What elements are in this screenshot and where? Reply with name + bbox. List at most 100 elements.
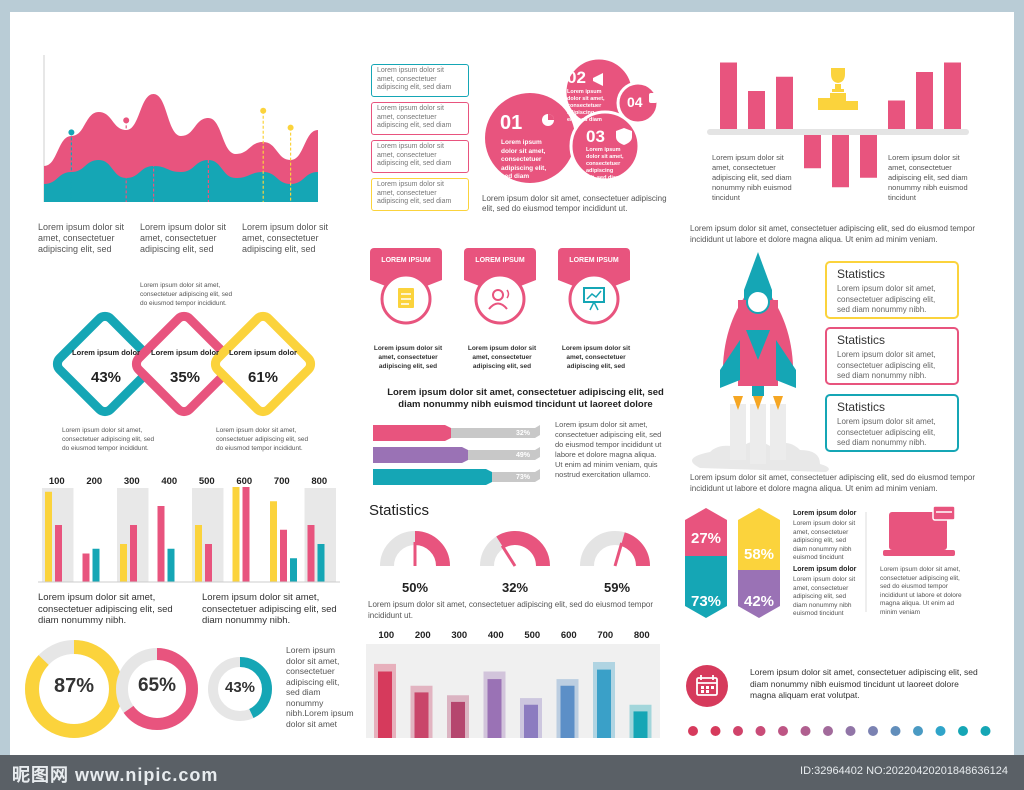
bar-category-label: 600 — [236, 476, 252, 487]
area-marker-dot — [150, 100, 157, 107]
bar — [45, 491, 52, 582]
calendar-text: Lorem ipsum dolor sit amet, consectetuer… — [750, 667, 978, 700]
dot — [823, 726, 833, 736]
bar-caption-1: Lorem ipsum dolor sit amet, consectetuer… — [38, 592, 173, 626]
div-caption-2: Lorem ipsum dolor sit amet, consectetuer… — [888, 153, 968, 202]
hex-heading-2: Lorem ipsum dolor — [793, 566, 857, 573]
rocket-caption: Lorem ipsum dolor sit amet, consectetuer… — [690, 473, 976, 493]
bar — [205, 544, 212, 582]
div-bar — [944, 62, 961, 129]
bar — [120, 544, 127, 582]
bar — [270, 501, 277, 582]
diamond-label-1: Lorem ipsum dolor — [72, 348, 140, 357]
bottom-category-label: 200 — [415, 630, 431, 641]
info-box-2: Lorem ipsum dolor sit amet, consectetuer… — [371, 102, 469, 135]
gauge-fill — [414, 531, 450, 567]
bottom-category-label: 500 — [524, 630, 540, 641]
document-icon — [398, 288, 414, 308]
stat-box-desc-1: Lorem ipsum dolor sit amet, consectetuer… — [837, 284, 936, 314]
step-number-3: 03 — [586, 127, 605, 146]
dot — [980, 726, 991, 736]
progress-label-1: 32% — [516, 430, 531, 437]
bar-category-label: 100 — [49, 476, 65, 487]
tab-desc-1: Lorem ipsum dolor sit amet, consectetuer… — [373, 345, 443, 370]
bottom-bar — [451, 701, 465, 738]
stat-box-2: Statistics Lorem ipsum dolor sit amet, c… — [825, 327, 959, 385]
bottom-bar — [560, 685, 575, 738]
dot — [958, 726, 968, 736]
hex-value-3: 73% — [690, 593, 722, 610]
bar — [232, 487, 240, 582]
stat-box-title-2: Statistics — [837, 333, 886, 347]
bar — [130, 525, 137, 582]
div-bar — [776, 76, 793, 129]
hex-value-2: 58% — [743, 546, 775, 563]
stat-box-desc-3: Lorem ipsum dolor sit amet, consectetuer… — [837, 417, 936, 447]
gauge-caption: Lorem ipsum dolor sit amet, consectetuer… — [368, 600, 654, 620]
hex-desc-2: Lorem ipsum dolor sit amet, consectetuer… — [793, 576, 856, 617]
diamond-bottom-caption-2: Lorem ipsum dolor sit amet, consectetuer… — [216, 427, 309, 452]
tab-title-3: LOREM IPSUM — [569, 257, 619, 264]
donut-arc — [116, 648, 198, 730]
gauge-value-3: 59% — [603, 580, 631, 595]
bottom-category-label: 300 — [451, 630, 467, 641]
step-number-4: 04 — [627, 94, 643, 110]
div-bar — [888, 100, 905, 129]
donut-arc — [208, 657, 272, 721]
tab-desc-3: Lorem ipsum dolor sit amet, consectetuer… — [561, 345, 631, 370]
donut-value-1: 87% — [53, 675, 95, 697]
hexagon-infographic — [685, 505, 956, 618]
bottom-category-label: 400 — [488, 630, 504, 641]
bottom-bar — [487, 679, 502, 738]
bar — [307, 525, 315, 582]
laptop-icon — [883, 505, 956, 556]
bar-category-label: 500 — [199, 476, 215, 487]
gauge-fill — [496, 531, 550, 567]
progress-fill — [373, 447, 468, 463]
bottom-bar — [524, 704, 538, 738]
diamond-bottom-caption-1: Lorem ipsum dolor sit amet, consectetuer… — [62, 427, 155, 452]
step-text-2: Lorem ipsum dolor sit amet, consectetuer… — [567, 89, 605, 123]
bottom-category-label: 600 — [561, 630, 577, 641]
bar — [157, 506, 165, 582]
donut-value-3: 43% — [224, 679, 256, 696]
shield-icon — [616, 128, 632, 145]
bottom-bar-chart: 100 200 300 400 500 600 700 800 — [366, 630, 660, 738]
hand-icon — [649, 93, 657, 103]
step-caption: Lorem ipsum dolor sit amet, consectetuer… — [482, 194, 667, 213]
gauge-fill — [620, 532, 650, 567]
watermark-footer: 昵图网 www.nipic.com ID:32964402 NO:2022042… — [0, 755, 1024, 790]
info-box-4: Lorem ipsum dolor sit amet, consectetuer… — [371, 178, 469, 211]
pie-icon — [542, 114, 554, 126]
diamond-43 — [52, 311, 158, 417]
diamond-value-2: 35% — [169, 369, 201, 386]
area-caption-1: Lorem ipsum dolor sit amet, consectetuer… — [38, 222, 125, 254]
step-text-3: Lorem ipsum dolor sit amet, consectetuer… — [586, 147, 624, 181]
info-box-1: Lorem ipsum dolor sit amet, consectetuer… — [371, 64, 469, 97]
tab-title-2: LOREM IPSUM — [475, 257, 525, 264]
dot — [890, 726, 901, 736]
progress-caption: Lorem ipsum dolor sit amet, consectetuer… — [555, 420, 662, 479]
laptop-caption: Lorem ipsum dolor sit amet, consectetuer… — [880, 566, 962, 616]
dot — [935, 726, 946, 736]
donut-charts — [25, 640, 272, 738]
gauge-needle — [500, 544, 517, 567]
gauge-value-1: 50% — [401, 580, 429, 595]
diamond-61 — [210, 311, 316, 417]
div-bar — [804, 135, 821, 169]
step-circles — [485, 56, 660, 183]
bar — [195, 525, 202, 582]
progress-bars — [373, 425, 540, 485]
area-marker-dot — [287, 124, 294, 131]
diamond-label-3: Lorem ipsum dolor — [229, 348, 297, 357]
dot — [868, 726, 878, 736]
dot — [800, 726, 811, 736]
area-marker-dot — [260, 107, 267, 114]
stat-box-1: Statistics Lorem ipsum dolor sit amet, c… — [825, 261, 959, 319]
stat-box-title-1: Statistics — [837, 267, 886, 281]
diamond-value-3: 61% — [247, 369, 279, 386]
area-marker-dot — [205, 127, 212, 133]
div-caption-1: Lorem ipsum dolor sit amet, consectetuer… — [712, 153, 792, 202]
div-bar — [748, 91, 765, 129]
